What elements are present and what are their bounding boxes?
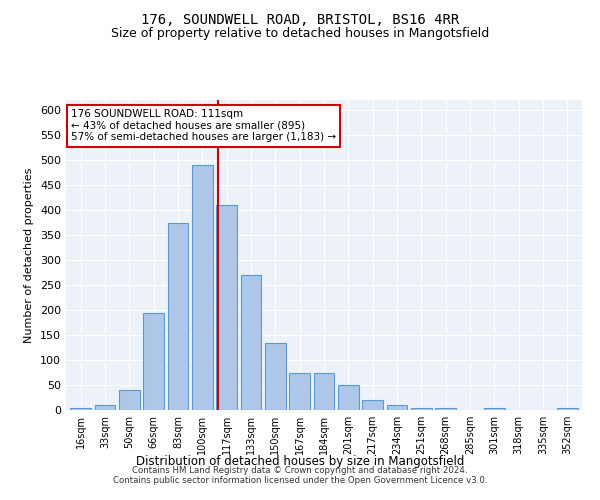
Bar: [241, 275, 262, 410]
Bar: [557, 408, 578, 410]
Text: Contains HM Land Registry data © Crown copyright and database right 2024.
Contai: Contains HM Land Registry data © Crown c…: [113, 466, 487, 485]
Bar: [362, 400, 383, 410]
Bar: [95, 405, 115, 410]
Bar: [289, 372, 310, 410]
Y-axis label: Number of detached properties: Number of detached properties: [25, 168, 34, 342]
Bar: [386, 405, 407, 410]
Bar: [338, 385, 359, 410]
Text: Distribution of detached houses by size in Mangotsfield: Distribution of detached houses by size …: [136, 455, 464, 468]
Text: 176, SOUNDWELL ROAD, BRISTOL, BS16 4RR: 176, SOUNDWELL ROAD, BRISTOL, BS16 4RR: [141, 12, 459, 26]
Bar: [143, 312, 164, 410]
Bar: [411, 408, 432, 410]
Bar: [216, 205, 237, 410]
Bar: [167, 222, 188, 410]
Bar: [436, 408, 456, 410]
Text: 176 SOUNDWELL ROAD: 111sqm
← 43% of detached houses are smaller (895)
57% of sem: 176 SOUNDWELL ROAD: 111sqm ← 43% of deta…: [71, 110, 336, 142]
Bar: [314, 372, 334, 410]
Bar: [484, 408, 505, 410]
Bar: [70, 408, 91, 410]
Bar: [192, 165, 212, 410]
Bar: [265, 342, 286, 410]
Bar: [119, 390, 140, 410]
Text: Size of property relative to detached houses in Mangotsfield: Size of property relative to detached ho…: [111, 28, 489, 40]
